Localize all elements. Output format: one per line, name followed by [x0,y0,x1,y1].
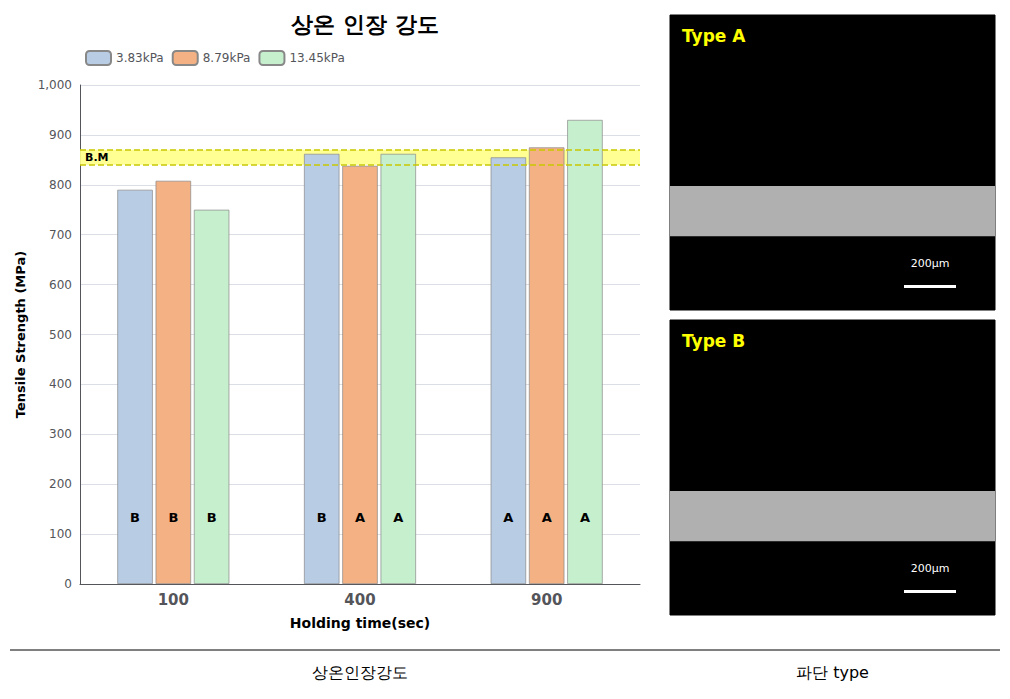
svg-text:Holding time(sec): Holding time(sec) [290,615,430,631]
svg-text:200: 200 [49,477,72,491]
svg-text:800: 800 [49,178,72,192]
svg-text:B.M: B.M [85,151,109,164]
svg-text:200μm: 200μm [911,257,950,270]
svg-text:0: 0 [64,577,72,591]
svg-text:500: 500 [49,328,72,342]
svg-text:100: 100 [158,591,189,609]
svg-text:100: 100 [49,527,72,541]
svg-text:300: 300 [49,427,72,441]
svg-text:900: 900 [531,591,562,609]
svg-text:상온인장강도: 상온인장강도 [312,663,408,682]
svg-text:Tensile Strength (MPa): Tensile Strength (MPa) [13,251,28,418]
svg-text:700: 700 [49,228,72,242]
svg-text:13.45kPa: 13.45kPa [289,51,344,65]
svg-text:B: B [317,510,327,525]
svg-text:B: B [130,510,140,525]
svg-text:B: B [168,510,178,525]
svg-text:A: A [355,510,365,525]
svg-text:A: A [542,510,552,525]
svg-text:Type B: Type B [682,331,745,351]
svg-text:8.79kPa: 8.79kPa [203,51,251,65]
svg-text:900: 900 [49,128,72,142]
svg-text:600: 600 [49,278,72,292]
svg-text:1,000: 1,000 [38,78,72,92]
svg-text:A: A [580,510,590,525]
svg-text:400: 400 [49,377,72,391]
svg-text:상온 인장 강도: 상온 인장 강도 [291,12,438,37]
svg-text:파단 type: 파단 type [796,663,869,682]
svg-text:Type A: Type A [682,26,746,46]
svg-text:A: A [393,510,403,525]
svg-text:400: 400 [344,591,375,609]
svg-text:B: B [207,510,217,525]
svg-text:3.83kPa: 3.83kPa [116,51,164,65]
svg-text:A: A [503,510,513,525]
svg-text:200μm: 200μm [911,562,950,575]
